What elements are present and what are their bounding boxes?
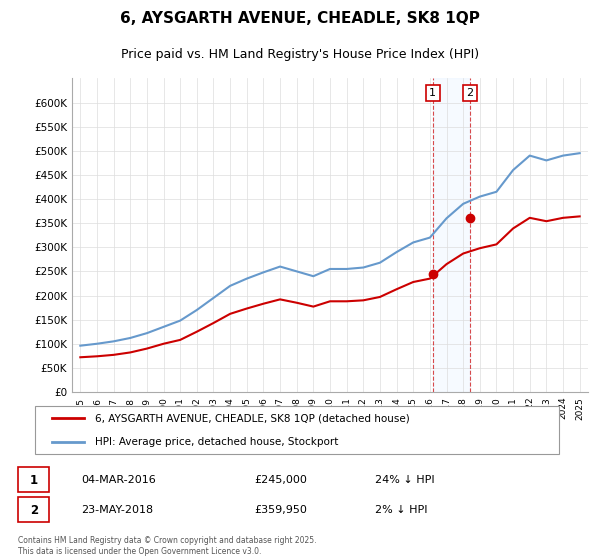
Text: 23-MAY-2018: 23-MAY-2018	[81, 505, 153, 515]
Text: £359,950: £359,950	[254, 505, 307, 515]
Text: Price paid vs. HM Land Registry's House Price Index (HPI): Price paid vs. HM Land Registry's House …	[121, 48, 479, 61]
Text: 24% ↓ HPI: 24% ↓ HPI	[375, 475, 434, 485]
Text: 1: 1	[30, 474, 38, 487]
Bar	[433, 78, 470, 392]
Text: 1: 1	[429, 88, 436, 98]
Text: 2: 2	[466, 88, 473, 98]
Text: Contains HM Land Registry data © Crown copyright and database right 2025.
This d: Contains HM Land Registry data © Crown c…	[18, 536, 316, 556]
Text: 04-MAR-2016: 04-MAR-2016	[81, 475, 156, 485]
FancyBboxPatch shape	[35, 406, 559, 454]
Text: HPI: Average price, detached house, Stockport: HPI: Average price, detached house, Stoc…	[95, 436, 338, 446]
Text: 6, AYSGARTH AVENUE, CHEADLE, SK8 1QP (detached house): 6, AYSGARTH AVENUE, CHEADLE, SK8 1QP (de…	[95, 413, 410, 423]
FancyBboxPatch shape	[18, 497, 49, 522]
FancyBboxPatch shape	[18, 467, 49, 492]
Text: 2% ↓ HPI: 2% ↓ HPI	[375, 505, 427, 515]
Text: 2: 2	[30, 504, 38, 517]
Text: £245,000: £245,000	[254, 475, 307, 485]
Text: 6, AYSGARTH AVENUE, CHEADLE, SK8 1QP: 6, AYSGARTH AVENUE, CHEADLE, SK8 1QP	[120, 11, 480, 26]
